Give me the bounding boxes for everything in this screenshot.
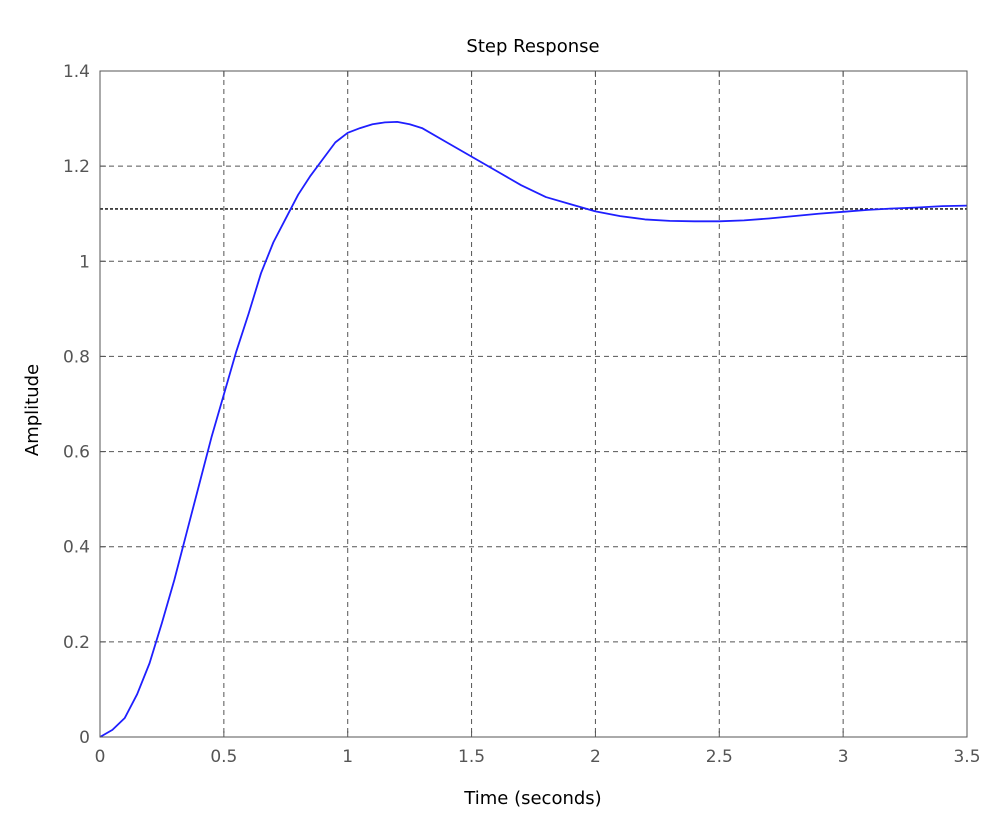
tick-marks (99, 70, 968, 738)
x-tick-label: 2 (590, 747, 601, 767)
y-tick-label: 0.4 (63, 538, 90, 558)
x-tick-label: 3.5 (953, 747, 980, 767)
y-axis-label: Amplitude (22, 364, 43, 456)
grid-lines (100, 71, 967, 737)
x-axis-label: Time (seconds) (463, 788, 601, 809)
y-tick-label: 0.2 (63, 633, 90, 653)
x-tick-label: 3 (838, 747, 849, 767)
x-tick-label: 2.5 (706, 747, 733, 767)
x-tick-label: 0 (95, 747, 106, 767)
y-tick-label: 1 (79, 252, 90, 272)
plot-area (99, 70, 968, 738)
y-tick-labels: 0 0.2 0.4 0.6 0.8 1 1.2 1.4 (63, 62, 90, 748)
y-tick-label: 0.8 (63, 347, 90, 367)
series-lines (99, 121, 968, 738)
y-tick-label: 1.2 (63, 157, 90, 177)
axes-box (99, 70, 968, 738)
x-tick-labels: 0 0.5 1 1.5 2 2.5 3 3.5 (95, 747, 981, 767)
x-tick-label: 0.5 (210, 747, 237, 767)
x-tick-label: 1 (342, 747, 353, 767)
x-tick-label: 1.5 (458, 747, 485, 767)
chart-title: Step Response (466, 36, 599, 57)
y-tick-label: 0 (79, 728, 90, 748)
y-tick-label: 1.4 (63, 62, 90, 82)
y-tick-label: 0.6 (63, 443, 90, 463)
step-response-line (99, 121, 968, 738)
